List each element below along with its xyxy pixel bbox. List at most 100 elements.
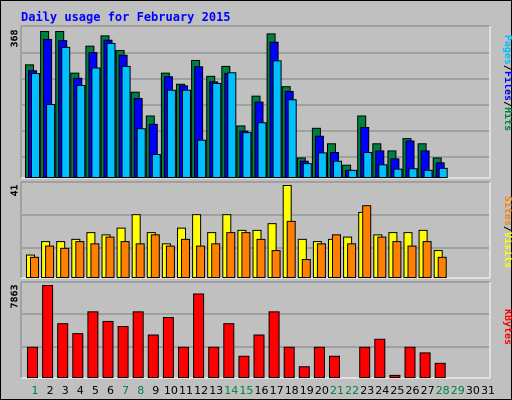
x-tick-label: 25 bbox=[390, 384, 404, 397]
sites-bar bbox=[211, 243, 221, 278]
pages-bar bbox=[317, 152, 327, 179]
sites-bar bbox=[437, 256, 447, 278]
sites-bar bbox=[271, 250, 281, 278]
pages-bar bbox=[166, 89, 176, 178]
x-tick-label: 9 bbox=[152, 384, 159, 397]
sites-bar bbox=[135, 243, 145, 278]
legend-pages: Pages bbox=[502, 34, 512, 65]
kbytes-bar bbox=[72, 333, 84, 379]
x-tick-label: 8 bbox=[137, 384, 144, 397]
kbytes-bar bbox=[117, 326, 129, 378]
x-tick-label: 22 bbox=[345, 384, 359, 397]
sites-bar bbox=[105, 236, 115, 278]
kbytes-bar bbox=[178, 346, 189, 379]
sites-bar bbox=[120, 241, 130, 279]
x-tick-label: 2 bbox=[47, 384, 54, 397]
x-tick-label: 21 bbox=[330, 384, 344, 397]
x-tick-label: 16 bbox=[255, 384, 269, 397]
kbytes-bar bbox=[329, 355, 340, 378]
kbytes-bar bbox=[162, 317, 174, 379]
x-tick-label: 12 bbox=[194, 384, 208, 397]
pages-bar bbox=[393, 168, 403, 178]
kbytes-bar bbox=[42, 285, 54, 378]
sites-bar bbox=[165, 245, 175, 279]
kbytes-bar bbox=[313, 346, 325, 379]
x-tick-label: 4 bbox=[77, 384, 84, 397]
kbytes-bar bbox=[283, 346, 295, 379]
kbytes-bar bbox=[102, 320, 114, 379]
pages-bar bbox=[136, 128, 146, 178]
pages-bar bbox=[106, 42, 116, 178]
pages-bar bbox=[408, 168, 418, 179]
sites-bar bbox=[196, 245, 206, 279]
pages-bar bbox=[272, 60, 282, 178]
kbytes-bar bbox=[223, 323, 235, 378]
kbytes-bar bbox=[147, 334, 159, 378]
kbytes-bar bbox=[434, 362, 446, 379]
kbytes-bar bbox=[57, 323, 69, 378]
middle-legend: Sites/Visits bbox=[499, 177, 512, 287]
kbytes-bar bbox=[389, 374, 401, 378]
bottom-legend: KBytes bbox=[499, 297, 512, 357]
kbytes-bar bbox=[359, 346, 371, 379]
kbytes-bar bbox=[404, 346, 416, 379]
pages-bar bbox=[121, 65, 131, 178]
legend-hits: Hits bbox=[502, 107, 512, 132]
kbytes-bar bbox=[253, 334, 265, 378]
sites-bar bbox=[407, 245, 417, 279]
top-legend: Pages/Files/Hits bbox=[499, 23, 512, 143]
kbytes-bar bbox=[268, 311, 280, 378]
top-max-label: 368 bbox=[9, 29, 21, 48]
sites-bar bbox=[226, 232, 236, 278]
sites-bar bbox=[347, 243, 357, 278]
pages-bar bbox=[363, 152, 373, 178]
kbytes-bar bbox=[87, 311, 99, 378]
bottom-max-label: 7863 bbox=[9, 284, 21, 309]
legend-visits: Visits bbox=[502, 232, 512, 269]
sites-bar bbox=[286, 220, 296, 278]
sites-bar bbox=[316, 243, 326, 278]
pages-bar bbox=[46, 104, 56, 178]
x-tick-label: 28 bbox=[436, 384, 450, 397]
x-tick-label: 10 bbox=[164, 384, 178, 397]
x-tick-label: 5 bbox=[92, 384, 99, 397]
pages-bar bbox=[302, 163, 312, 179]
x-tick-label: 20 bbox=[315, 384, 329, 397]
chart-title: Daily usage for February 2015 bbox=[21, 10, 231, 24]
x-tick-label: 24 bbox=[375, 384, 389, 397]
sites-bar bbox=[422, 241, 432, 279]
pages-bar bbox=[91, 67, 101, 178]
x-tick-label: 18 bbox=[285, 384, 299, 397]
sites-bar bbox=[150, 234, 160, 279]
pages-bar bbox=[287, 99, 297, 178]
x-tick-label: 17 bbox=[270, 384, 284, 397]
kbytes-bar bbox=[419, 352, 431, 378]
sites-bar bbox=[301, 259, 311, 278]
pages-bar bbox=[242, 132, 252, 178]
sites-bar bbox=[90, 243, 100, 278]
x-tick-label: 26 bbox=[406, 384, 420, 397]
x-tick-label: 19 bbox=[300, 384, 314, 397]
pages-bar bbox=[151, 153, 161, 179]
pages-bar bbox=[348, 169, 358, 178]
pages-bar bbox=[378, 164, 388, 179]
x-tick-label: 27 bbox=[421, 384, 435, 397]
kbytes-bar bbox=[238, 355, 250, 378]
x-tick-label: 30 bbox=[466, 384, 480, 397]
x-tick-label: 29 bbox=[451, 384, 465, 397]
legend-files: Files bbox=[502, 70, 512, 102]
x-tick-label: 14 bbox=[224, 384, 238, 397]
pages-bar bbox=[423, 169, 433, 178]
legend-sites: Sites bbox=[502, 195, 512, 226]
sites-bar bbox=[241, 232, 251, 278]
x-tick-label: 7 bbox=[122, 384, 129, 397]
pages-bar bbox=[76, 84, 86, 178]
legend-kbytes: KBytes bbox=[502, 308, 512, 346]
pages-bar bbox=[197, 139, 207, 179]
sites-bar bbox=[362, 205, 372, 279]
x-tick-label: 11 bbox=[179, 384, 193, 397]
x-tick-label: 1 bbox=[32, 384, 39, 397]
x-tick-label: 13 bbox=[209, 384, 223, 397]
x-tick-label: 15 bbox=[239, 384, 253, 397]
